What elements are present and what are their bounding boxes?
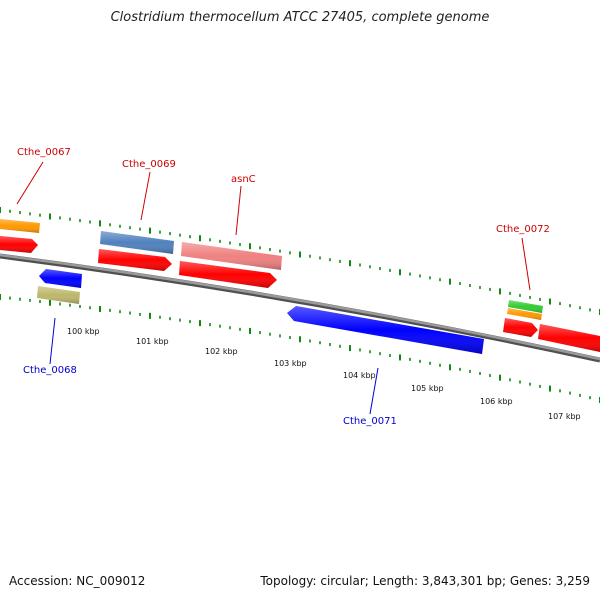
gene-label-cthe-0067[interactable]: Cthe_0067: [17, 147, 71, 158]
scale-label-103kbp: 103 kbp: [274, 359, 307, 368]
gene-label-cthe-0068[interactable]: Cthe_0068: [23, 365, 77, 376]
scale-label-106kbp: 106 kbp: [480, 397, 513, 406]
feature-cthe-0069-cds[interactable]: [98, 231, 174, 271]
feature-cthe-0068-cds[interactable]: [37, 269, 82, 304]
scale-label-100kbp: 100 kbp: [67, 327, 100, 336]
topology-text: Topology: circular; Length: 3,843,301 bp…: [260, 574, 590, 588]
scale-label-101kbp: 101 kbp: [136, 337, 169, 346]
scale-label-104kbp: 104 kbp: [343, 371, 376, 380]
upper-tick-track: [0, 207, 600, 315]
gene-label-cthe-0069[interactable]: Cthe_0069: [122, 159, 176, 170]
feature-cthe-0067-cds[interactable]: [0, 219, 40, 253]
gene-label-cthe-0071[interactable]: Cthe_0071: [343, 416, 397, 427]
gene-label-cthe-0072[interactable]: Cthe_0072: [496, 224, 550, 235]
scale-label-105kbp: 105 kbp: [411, 384, 444, 393]
lower-tick-track: [0, 294, 600, 403]
scale-label-107kbp: 107 kbp: [548, 412, 581, 421]
scale-label-102kbp: 102 kbp: [205, 347, 238, 356]
gene-label-asnc[interactable]: asnC: [231, 174, 256, 185]
feature-cthe-0072-cds[interactable]: [503, 300, 600, 352]
accession-text: Accession: NC_009012: [9, 574, 146, 588]
genome-title: Clostridium thermocellum ATCC 27405, com…: [110, 10, 490, 25]
feature-cthe-0071-cds[interactable]: [287, 306, 484, 354]
feature-asnc-cds[interactable]: [179, 242, 282, 288]
